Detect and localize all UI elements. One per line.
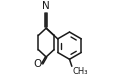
Text: N: N xyxy=(42,1,50,11)
Text: O: O xyxy=(33,59,41,69)
Text: CH₃: CH₃ xyxy=(72,67,88,76)
